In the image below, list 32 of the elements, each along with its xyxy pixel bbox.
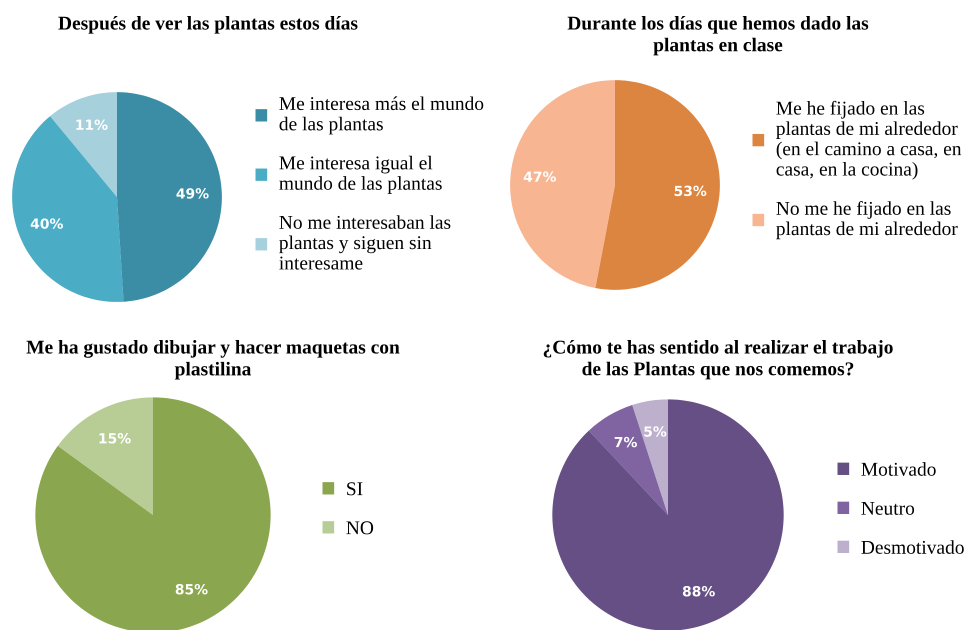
pie-slice: [588, 404, 668, 515]
pie-slice: [510, 80, 615, 288]
data-label: 53%: [674, 186, 706, 196]
data-label: 11%: [76, 119, 108, 130]
chart-title: ¿Cómo te has sentido al realizar el trabajo de las Plantas que nos comemos?: [544, 340, 893, 380]
data-label: 15%: [99, 433, 131, 444]
pie-slice: [595, 80, 720, 290]
legend-label: Me interesa igual el mundo de las plantas: [279, 156, 442, 194]
legend-label: Me he fijado en las plantas de mi alrededor (en el camino a casa, en casa, en la cocina): [776, 100, 962, 180]
chart-title: Me ha gustado dibujar y hacer maquetas con plastilina: [26, 340, 400, 380]
chart-title: Durante los días que hemos dado las plantas en clase: [568, 16, 868, 56]
legend-label: Me interesa más el mundo de las plantas: [279, 96, 484, 134]
chart-title: Después de ver las plantas estos días: [58, 16, 358, 34]
data-label: 49%: [176, 188, 209, 199]
data-label: 85%: [176, 584, 208, 595]
data-label: 40%: [30, 218, 63, 229]
legend-label: SI: [347, 482, 362, 496]
legend-label: Motivado: [861, 462, 936, 476]
data-label: 7%: [614, 436, 637, 448]
pie-slice: [552, 399, 784, 630]
pie-slice: [117, 92, 222, 302]
legend-label: Desmotivado: [861, 540, 964, 554]
pie-slice: [50, 92, 117, 197]
data-label: 88%: [682, 586, 715, 596]
data-label: 47%: [524, 171, 556, 182]
legend-label: No me he fijado en las plantas de mi alrededor: [776, 201, 958, 240]
legend-label: Neutro: [861, 502, 914, 515]
legend-label: No me interesaban las plantas y siguen sin interesame: [279, 215, 450, 270]
pie-slice: [58, 397, 153, 515]
data-label: 5%: [644, 426, 666, 437]
pie-slice: [12, 116, 124, 302]
legend-label: NO: [346, 521, 374, 534]
